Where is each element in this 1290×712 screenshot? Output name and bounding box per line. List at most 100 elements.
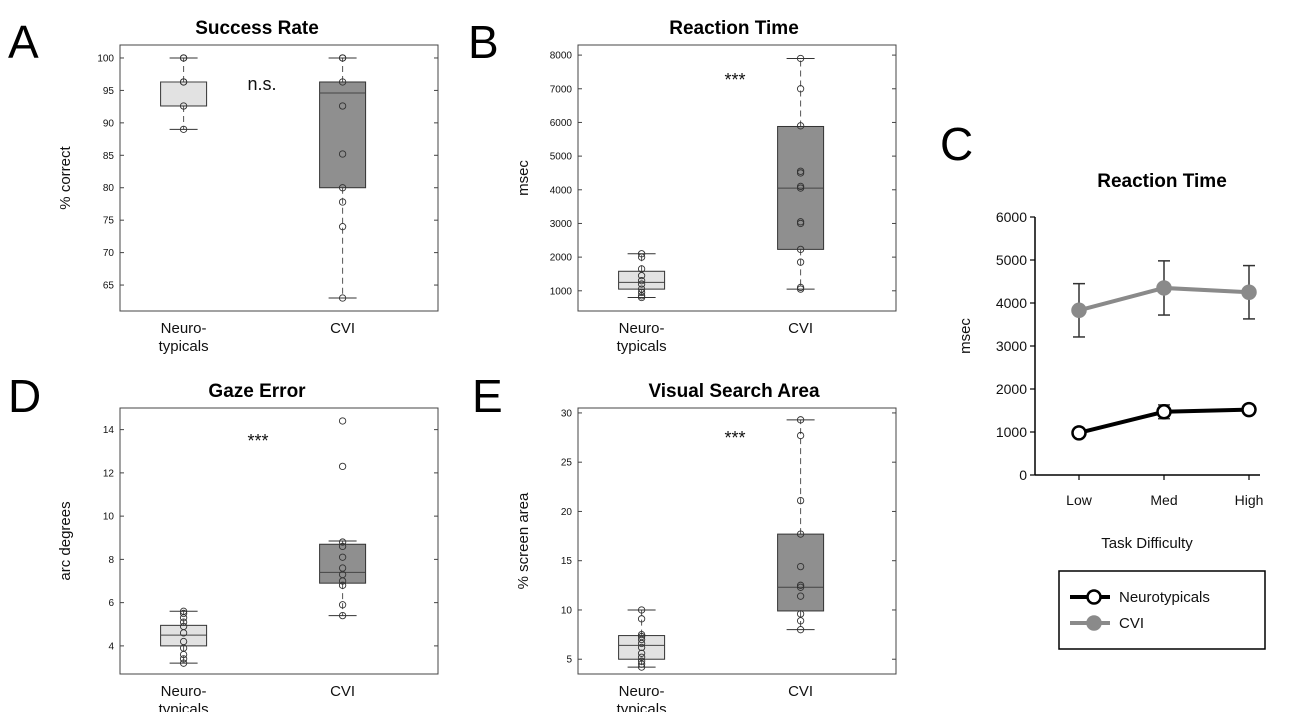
panel-e-data-point — [637, 630, 646, 639]
panel-a-ytick-label: 80 — [103, 183, 115, 194]
panel-d-category-label: CVI — [330, 683, 355, 700]
panel-e-box — [618, 635, 666, 660]
panel-e-ytick-label: 20 — [561, 507, 573, 518]
panel-e-data-point — [796, 562, 805, 571]
panel-e-data-point — [637, 615, 646, 623]
panel-a-data-point — [338, 150, 347, 158]
panel-b-box — [618, 270, 666, 290]
panel-b-data-point — [796, 122, 805, 130]
panel-c-ytick-label: 5000 — [996, 252, 1027, 268]
panel-a-ytick-label: 95 — [103, 86, 115, 97]
panel-d-ytick-label: 10 — [103, 512, 115, 523]
panel-d-ytick-label: 12 — [103, 468, 115, 479]
panel-b-ytick-label: 8000 — [550, 51, 573, 62]
panel-a-data-point — [338, 198, 347, 206]
panel-c-ylabel: msec — [957, 318, 974, 354]
panel-b-plot-frame — [577, 44, 897, 312]
panel-b-data-point — [796, 258, 805, 266]
panel-b-category-label: Neuro-typicals — [617, 320, 667, 355]
panel-b-title: Reaction Time — [669, 18, 799, 39]
panel-c-legend-cvi-swatch-marker — [1086, 615, 1102, 631]
panel-b-category-label-line: CVI — [788, 320, 813, 337]
panel-a-ytick-label: 85 — [103, 151, 115, 162]
panel-a-data-point — [179, 102, 188, 110]
panel-d-box — [319, 543, 367, 584]
panel-d-data-point — [179, 659, 188, 667]
panel-label-e: E — [472, 370, 503, 422]
panel-b-data-point — [796, 182, 805, 191]
panel-e-data-point — [637, 639, 646, 648]
panel-b-data-point — [796, 283, 805, 292]
panel-b-data-point — [637, 280, 646, 288]
panel-e-ytick-label: 5 — [566, 655, 572, 666]
panel-e-data-point — [796, 530, 805, 538]
panel-c-series-cvi-marker — [1156, 280, 1172, 296]
panel-b-ytick-label: 4000 — [550, 185, 573, 196]
panel-e-data-point — [796, 626, 805, 634]
panel-d-data-point — [179, 622, 188, 631]
panel-d-data-point — [338, 542, 347, 551]
panel-a-category-label: Neuro-typicals — [159, 320, 209, 355]
panel-e-data-point — [796, 581, 805, 589]
panel-c-series-cvi-marker — [1071, 302, 1087, 319]
panel-e-data-point — [796, 431, 805, 440]
panel-e-ytick-label: 30 — [561, 408, 573, 419]
panel-label-c: C — [940, 118, 973, 170]
panel-b-data-point — [637, 288, 646, 297]
panel-c-legend-neurotypicals-swatch-marker — [1086, 589, 1102, 605]
panel-d-title: Gaze Error — [208, 381, 306, 402]
panel-e-title: Visual Search Area — [648, 381, 820, 402]
panel-e-data-point — [637, 606, 646, 614]
panel-e-ytick-label: 25 — [561, 458, 573, 469]
panel-c-series-neurotypicals-marker — [1071, 425, 1087, 441]
panel-d-data-point — [338, 417, 347, 425]
panel-b-ytick-label: 3000 — [550, 219, 573, 230]
panel-b-ytick-label: 1000 — [550, 286, 573, 297]
panel-d-data-point — [338, 538, 347, 546]
panel-a-category-label-line: typicals — [159, 338, 209, 355]
panel-d-plot-frame — [119, 407, 439, 675]
panel-d-data-point — [179, 655, 188, 663]
panel-d-data-point — [338, 462, 347, 471]
panel-d-category-label: Neuro-typicals — [159, 683, 209, 712]
panel-e-data-point — [796, 583, 805, 591]
panel-c-xtick-label: High — [1235, 492, 1264, 508]
panel-b-category-label: CVI — [788, 320, 813, 337]
panel-a-data-point — [338, 294, 347, 302]
panel-c-xtick-label: Med — [1150, 492, 1177, 508]
panel-b-data-point — [796, 167, 805, 175]
panel-d-data-point — [338, 601, 347, 609]
panel-e: E Visual Search Area 5 10 15 20 25 30 % screen… — [472, 370, 897, 712]
panel-a: A Success Rate 65 70 75 80 85 90 95 100 % correc… — [8, 16, 439, 355]
panel-d-data-point — [338, 564, 347, 572]
panel-d: D Gaze Error 4 6 8 10 12 14 arc degrees Neuro-t… — [8, 370, 439, 712]
panel-a-ylabel: % correct — [57, 146, 74, 210]
panel-b-data-point — [637, 277, 646, 285]
panel-b-category-label-line: typicals — [617, 338, 667, 355]
panel-a-title: Success Rate — [195, 18, 319, 39]
panel-e-data-point — [637, 660, 646, 668]
panel-e-ytick-label: 15 — [561, 556, 573, 567]
panel-b-significance: *** — [724, 70, 745, 90]
panel-e-category-label: Neuro-typicals — [617, 683, 667, 712]
panel-c-series-neurotypicals-marker — [1156, 404, 1172, 420]
panel-d-category-label-line: CVI — [330, 683, 355, 700]
panel-b-ytick-label: 6000 — [550, 118, 573, 129]
panel-c-ytick-label: 2000 — [996, 381, 1027, 397]
panel-b-data-point — [637, 265, 646, 273]
panel-b-ylabel: msec — [515, 160, 532, 196]
panel-a-data-point — [338, 223, 347, 231]
panel-b-data-point — [796, 85, 805, 93]
panel-a-ytick-label: 75 — [103, 216, 115, 227]
panel-a-plot-frame — [119, 44, 439, 312]
panel-b-data-point — [637, 285, 646, 293]
panel-b-ytick-label: 2000 — [550, 253, 573, 264]
panel-d-data-point — [179, 609, 188, 618]
panel-b-data-point — [637, 250, 646, 258]
panel-c-legend-frame — [1058, 570, 1266, 650]
panel-d-data-point — [338, 611, 347, 620]
panel-label-a: A — [8, 16, 39, 68]
panel-e-ytick-label: 10 — [561, 605, 573, 616]
panel-a-significance: n.s. — [247, 74, 276, 94]
